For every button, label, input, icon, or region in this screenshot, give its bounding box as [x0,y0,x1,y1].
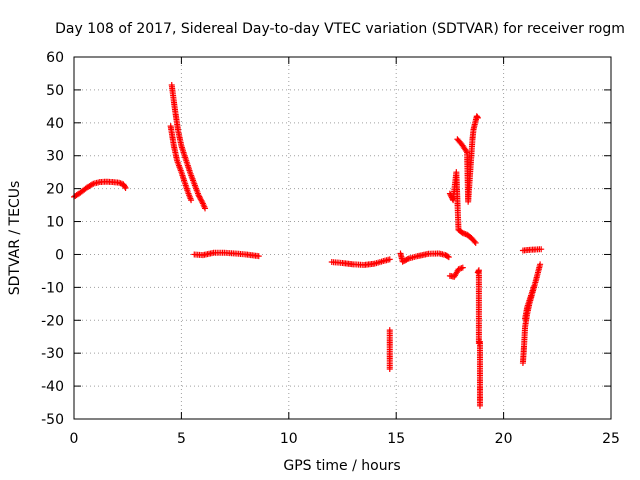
chart-title: Day 108 of 2017, Sidereal Day-to-day VTE… [55,21,625,37]
x-tick-label: 15 [387,431,405,447]
x-tick-label: 5 [177,431,186,447]
x-tick-labels: 0 5 10 15 20 25 [70,431,620,447]
data-point [445,254,452,261]
y-tick-labels: -50 -40 -30 -20 -10 0 10 20 30 40 50 60 [41,50,64,428]
x-tick-label: 20 [495,431,513,447]
y-axis-label: SDTVAR / TECUs [7,181,23,296]
y-tick-label: 10 [46,215,64,231]
y-tick-label: -20 [41,313,64,329]
data-point [89,181,96,188]
y-tick-label: 20 [46,182,64,198]
y-tick-label: -50 [41,412,64,428]
data-point [538,246,545,253]
data-point [121,183,128,190]
data-point [386,365,393,372]
x-axis-label: GPS time / hours [283,458,400,474]
data-point [444,253,451,260]
data-point [476,402,483,409]
data-point [386,256,393,263]
plot-frame [73,56,612,420]
data-points [71,81,545,409]
y-tick-label: 30 [46,149,64,165]
y-tick-label: 40 [46,116,64,132]
data-point [474,114,481,121]
data-point [202,205,209,212]
data-point [459,264,466,271]
data-point [188,197,195,204]
y-tick-label: 50 [46,83,64,99]
data-point [404,256,411,263]
data-point [472,239,479,246]
y-tick-label: -10 [41,280,64,296]
y-tick-label: 60 [46,50,64,66]
axis-ticks [73,56,612,420]
y-tick-label: -30 [41,346,64,362]
data-point [537,261,544,268]
data-point [199,199,206,206]
x-tick-label: 10 [280,431,298,447]
data-point [471,238,478,245]
data-point [463,148,470,155]
x-tick-label: 25 [602,431,620,447]
y-tick-label: -40 [41,379,64,395]
y-tick-label: 0 [55,247,64,263]
x-tick-label: 0 [70,431,79,447]
data-point [530,284,537,291]
grid-lines [74,57,611,419]
data-point [122,184,129,191]
data-point [255,253,262,260]
